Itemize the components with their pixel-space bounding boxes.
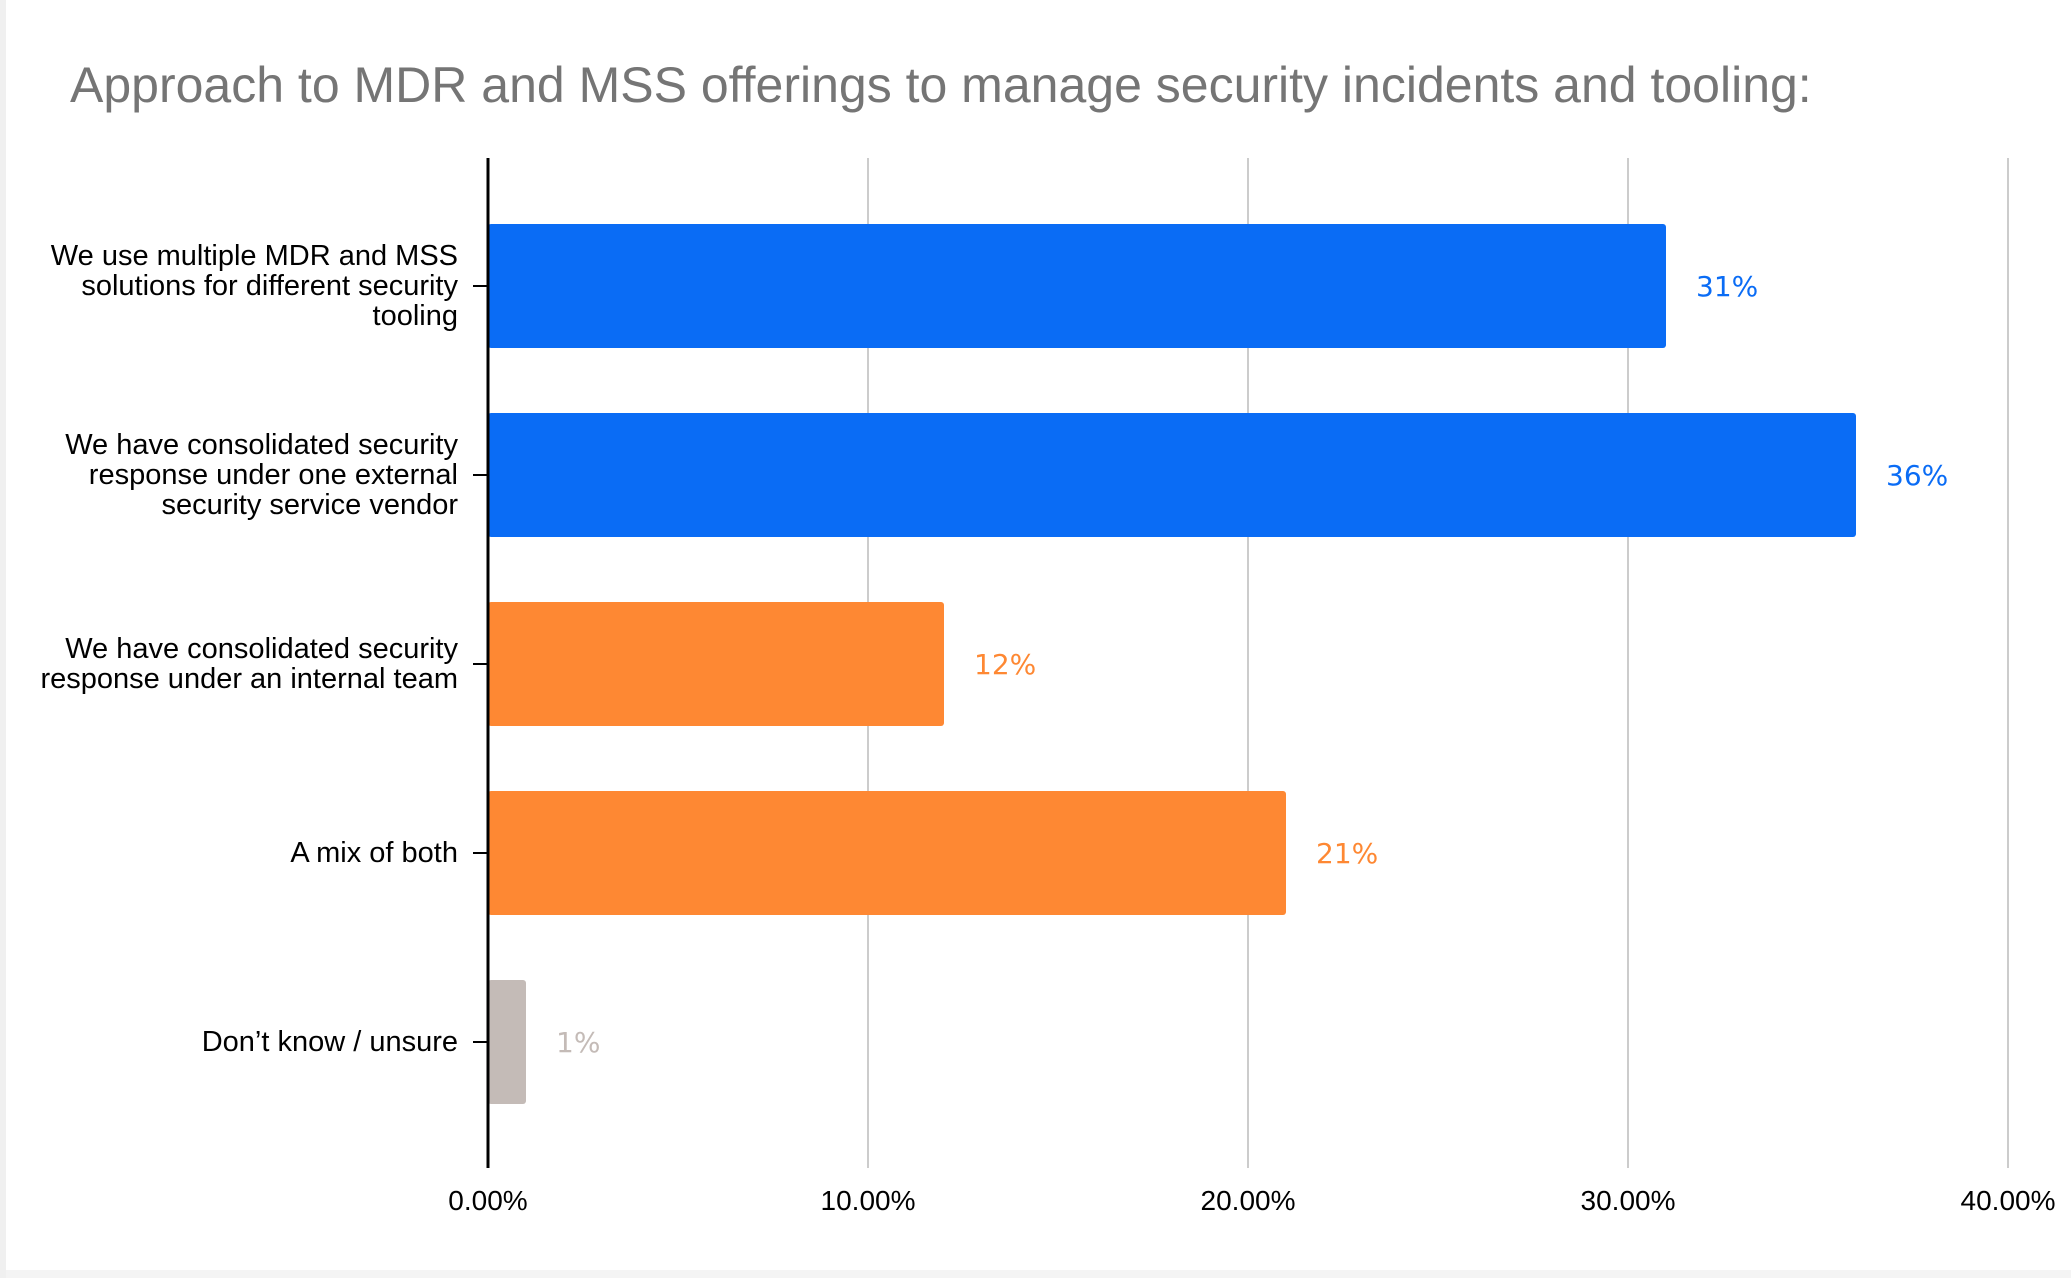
bar xyxy=(488,413,1856,537)
category-label: We have consolidated security response u… xyxy=(65,429,458,521)
category-label: Don’t know / unsure xyxy=(201,1026,458,1058)
x-tick-label: 40.00% xyxy=(1961,1185,2056,1216)
bar xyxy=(488,224,1666,348)
data-label: 1% xyxy=(556,1026,600,1059)
x-tick-label: 20.00% xyxy=(1201,1185,1296,1216)
bar xyxy=(488,980,526,1104)
category-label: A mix of both xyxy=(290,837,458,869)
data-label: 36% xyxy=(1886,459,1948,492)
category-label: We use multiple MDR and MSS solutions fo… xyxy=(50,240,458,332)
data-label: 31% xyxy=(1696,270,1758,303)
x-tick-label: 0.00% xyxy=(448,1185,527,1216)
x-tick-label: 10.00% xyxy=(821,1185,916,1216)
category-label: We have consolidated security response u… xyxy=(40,633,458,695)
bar xyxy=(488,602,944,726)
data-label: 12% xyxy=(974,648,1036,681)
data-label: 21% xyxy=(1316,837,1378,870)
x-tick-label: 30.00% xyxy=(1581,1185,1676,1216)
bar xyxy=(488,791,1286,915)
chart-title: Approach to MDR and MSS offerings to man… xyxy=(70,57,1812,113)
